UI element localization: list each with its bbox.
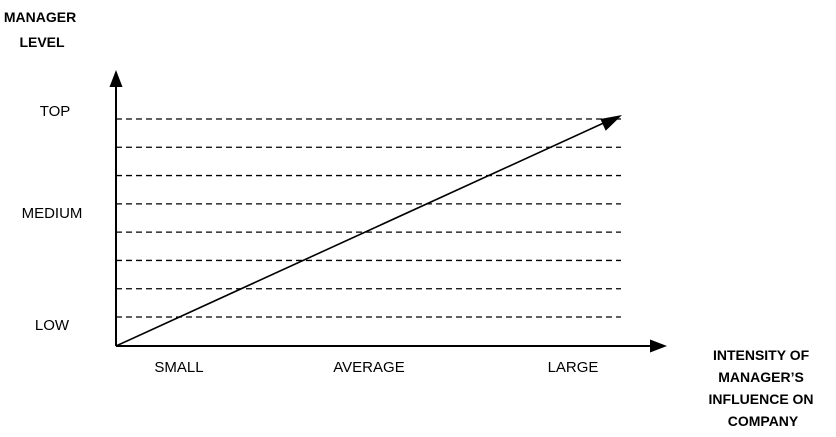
trend-line (115, 120, 609, 347)
grid-lines (116, 118, 621, 318)
y-axis-arrowhead (109, 70, 123, 87)
x-axis-title-line-3: INFLUENCE ON (709, 391, 814, 407)
y-label-top: TOP (40, 103, 71, 120)
x-label-small: SMALL (154, 359, 203, 376)
y-axis-title-line-1: MANAGER (4, 9, 76, 25)
x-label-average: AVERAGE (333, 359, 404, 376)
x-label-large: LARGE (548, 359, 599, 376)
y-label-low: LOW (35, 317, 70, 334)
y-label-medium: MEDIUM (22, 205, 83, 222)
trend-arrowhead (600, 115, 622, 131)
x-axis-title-line-1: INTENSITY OF (713, 347, 810, 363)
x-axis-arrowhead (650, 339, 667, 353)
x-axis-title: INTENSITY OF MANAGER’S INFLUENCE ON COMP… (709, 347, 818, 429)
y-axis-title: MANAGER LEVEL (4, 9, 80, 50)
x-axis-title-line-2: MANAGER’S (718, 369, 804, 385)
y-axis-title-line-2: LEVEL (19, 34, 65, 50)
x-axis-title-line-4: COMPANY (728, 413, 799, 429)
